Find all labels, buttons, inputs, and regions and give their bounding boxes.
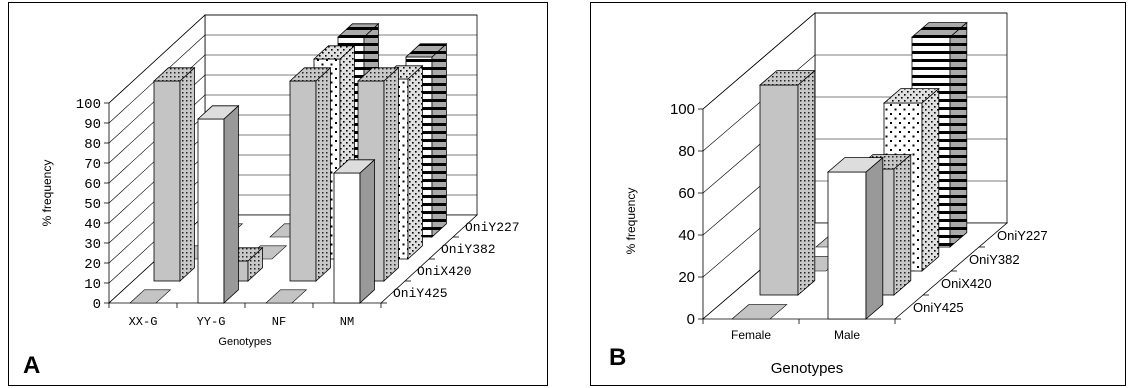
- y-tick-label: 0: [93, 297, 101, 313]
- y-tick-label: 0: [687, 311, 695, 328]
- y-tick-label: 30: [84, 237, 101, 253]
- depth-tick-label: OniX420: [941, 276, 992, 291]
- x-tick-label: Female: [731, 328, 771, 342]
- depth-tick-label: OniY382: [969, 252, 1020, 267]
- depth-tick-label: OniY425: [393, 286, 448, 301]
- bar: [152, 66, 196, 282]
- panel-a: 0 10 20 30 40 50 60 70 80 90 100 XX-G YY-G NF NM OniY42…: [8, 2, 548, 386]
- bar: [129, 289, 172, 304]
- y-tick-label: 40: [84, 217, 101, 233]
- bar: [265, 289, 308, 304]
- x-tick-label: NM: [340, 315, 354, 329]
- y-axis-title: % frequency: [624, 188, 638, 255]
- gridline: [702, 12, 816, 110]
- panel-label: B: [609, 344, 626, 371]
- y-tick-label: 80: [678, 143, 695, 160]
- x-tick-label: NF: [272, 315, 286, 329]
- y-tick-label: 90: [84, 117, 101, 133]
- panel-b: 0 20 40 60 80 100 Female Male OniY425 OniX420 OniY…: [590, 2, 1126, 386]
- chart-b: 0 20 40 60 80 100 Female Male OniY425 OniX420 OniY…: [609, 12, 1048, 377]
- y-tick-label: 100: [670, 101, 695, 118]
- bar: [332, 158, 376, 304]
- y-tick-label: 60: [84, 177, 101, 193]
- y-tick-label: 40: [678, 227, 695, 244]
- y-axis-title: % frequency: [40, 160, 54, 227]
- x-tick-label: XX-G: [129, 315, 158, 329]
- bar: [758, 69, 816, 296]
- bar: [826, 156, 884, 320]
- bar: [288, 66, 332, 282]
- y-tick-label: 70: [84, 157, 101, 173]
- gridline: [108, 14, 206, 104]
- bar: [196, 104, 240, 304]
- bar: [731, 304, 788, 320]
- x-axis-title: Genotypes: [218, 336, 272, 348]
- x-tick-label: Male: [834, 328, 860, 342]
- y-tick-label: 10: [84, 277, 101, 293]
- depth-tick-label: OniY227: [465, 220, 520, 235]
- chart-a: 0 10 20 30 40 50 60 70 80 90 100 XX-G YY-G NF NM OniY42…: [23, 14, 520, 379]
- depth-tick-label: OniY227: [997, 228, 1048, 243]
- y-tick-label: 50: [84, 197, 101, 213]
- y-tick-label: 80: [84, 137, 101, 153]
- x-tick-label: YY-G: [197, 315, 226, 329]
- depth-tick-label: OniY382: [441, 242, 496, 257]
- y-tick-label: 60: [678, 185, 695, 202]
- y-tick-label: 20: [84, 257, 101, 273]
- depth-tick-label: OniY425: [913, 300, 964, 315]
- depth-tick-label: OniX420: [417, 264, 472, 279]
- y-tick-label: 20: [678, 269, 695, 286]
- panel-label: A: [23, 352, 40, 379]
- x-axis-title: Genotypes: [771, 360, 844, 377]
- y-tick-label: 100: [76, 97, 101, 113]
